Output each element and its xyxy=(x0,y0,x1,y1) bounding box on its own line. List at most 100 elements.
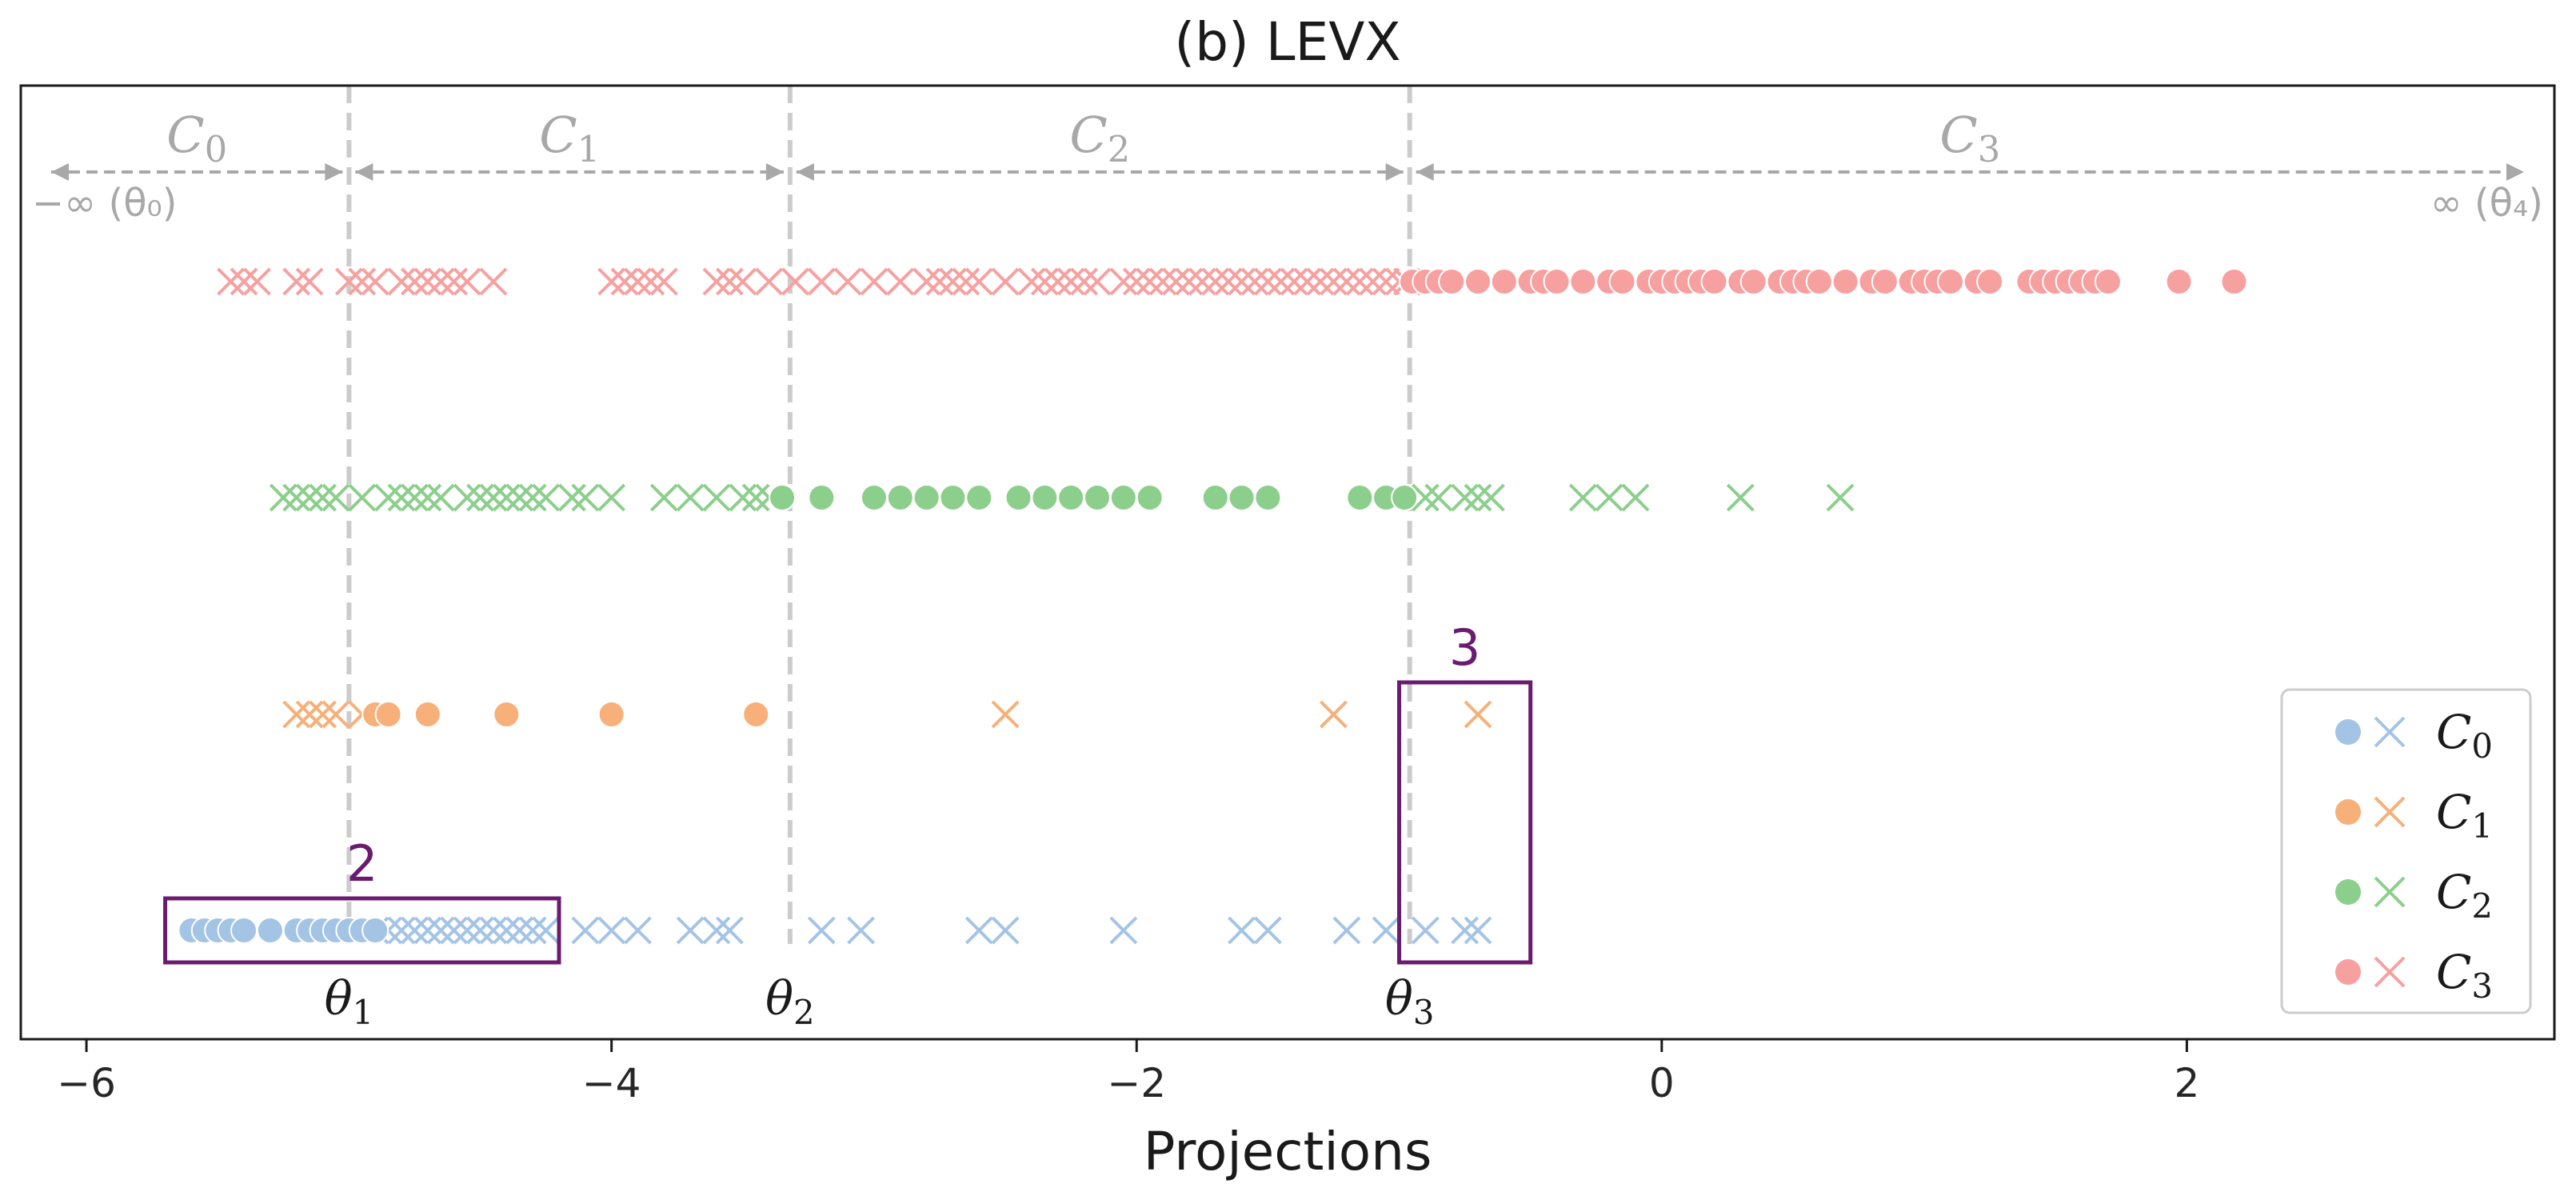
legend-frame xyxy=(2280,688,2532,1014)
point-C_0-misclassified-14 xyxy=(518,916,547,945)
point-C_2-misclassified-22 xyxy=(676,483,705,512)
point-C_3-misclassified-55 xyxy=(1293,267,1322,296)
point-C_3-correct-5 xyxy=(1490,268,1518,295)
point-C_2-misclassified-19 xyxy=(571,483,600,512)
point-C_0-misclassified-13 xyxy=(505,916,534,945)
point-C_1-misclassified-6 xyxy=(1320,700,1348,729)
point-C_2-misclassified-5 xyxy=(348,483,377,512)
threshold-label-theta_3: θ3 xyxy=(1385,971,1435,1032)
x-tick-label-2: −2 xyxy=(1107,1060,1166,1106)
point-C_3-misclassified-2 xyxy=(243,267,271,296)
x-axis-ticks: −6 −4 −2 0 2 xyxy=(57,1039,2199,1106)
point-C_3-misclassified-46 xyxy=(1175,267,1204,296)
x-tick-label-1: −4 xyxy=(582,1060,641,1106)
point-C_2-misclassified-14 xyxy=(492,483,521,512)
point-C_2-misclassified-9 xyxy=(413,483,442,512)
point-C_3-misclassified-41 xyxy=(1109,267,1138,296)
point-C_2-misclassified-3 xyxy=(309,483,337,512)
legend-label-2-subscript: 2 xyxy=(2471,886,2493,926)
point-C_2-correct-7 xyxy=(1004,484,1032,511)
point-C_2-correct-8 xyxy=(1031,484,1059,511)
legend-marker-cross-1 xyxy=(2374,796,2406,828)
legend-label-2: C2 xyxy=(2436,865,2493,926)
point-C_1-misclassified-2 xyxy=(309,700,337,729)
point-C_3-misclassified-21 xyxy=(715,267,744,296)
point-C_2-correct-13 xyxy=(1201,484,1229,511)
point-C_3-misclassified-30 xyxy=(925,267,954,296)
point-C_1-misclassified-0 xyxy=(282,700,311,729)
point-C_1-correct-4 xyxy=(597,701,625,728)
point-C_2-misclassified-36 xyxy=(1826,483,1855,512)
x-tick-label-3: 0 xyxy=(1649,1060,1675,1106)
point-C_2-correct-2 xyxy=(860,484,888,511)
point-C_0-misclassified-9 xyxy=(453,916,481,945)
threshold-labels: θ1 θ2 θ3 xyxy=(325,971,1435,1032)
point-C_3-misclassified-20 xyxy=(702,267,731,296)
x-tick-label-4: 2 xyxy=(2174,1060,2199,1106)
point-C_2-misclassified-21 xyxy=(649,483,678,512)
point-C_3-misclassified-33 xyxy=(965,267,993,296)
point-C_3-misclassified-51 xyxy=(1240,267,1269,296)
point-C_0-misclassified-29 xyxy=(1332,916,1361,945)
point-C_2-misclassified-30 xyxy=(1464,483,1492,512)
point-C_3-correct-23 xyxy=(1805,268,1833,295)
point-C_3-misclassified-49 xyxy=(1214,267,1243,296)
point-C_2-misclassified-2 xyxy=(295,483,324,512)
point-C_3-misclassified-18 xyxy=(637,267,665,296)
point-C_3-misclassified-5 xyxy=(334,267,363,296)
threshold-label-theta_1-subscript: 1 xyxy=(353,993,374,1032)
point-C_2-misclassified-4 xyxy=(322,483,350,512)
point-C_2-misclassified-8 xyxy=(401,483,429,512)
point-C_2-correct-0 xyxy=(769,484,797,511)
point-C_2-correct-15 xyxy=(1254,484,1282,511)
point-C_3-misclassified-45 xyxy=(1162,267,1190,296)
point-C_2-misclassified-20 xyxy=(597,483,626,512)
legend-marker-circle-0 xyxy=(2335,719,2361,745)
point-C_3-correct-3 xyxy=(1438,268,1466,295)
point-C_3-misclassified-40 xyxy=(1083,267,1112,296)
point-C_3-misclassified-48 xyxy=(1201,267,1230,296)
point-C_2-correct-6 xyxy=(965,484,993,511)
point-C_3-misclassified-7 xyxy=(361,267,389,296)
threshold-label-theta_2: θ2 xyxy=(765,971,815,1032)
point-C_1-misclassified-5 xyxy=(991,700,1020,729)
point-C_3-misclassified-15 xyxy=(597,267,626,296)
plot-frame xyxy=(19,84,2556,1041)
point-C_3-misclassified-34 xyxy=(991,267,1020,296)
point-C_0-misclassified-16 xyxy=(571,916,600,945)
point-C_3-misclassified-31 xyxy=(939,267,967,296)
threshold-label-theta_1-main: θ xyxy=(325,971,353,1026)
point-C_3-misclassified-36 xyxy=(1030,267,1059,296)
point-C_1-misclassified-3 xyxy=(322,700,350,729)
region-arrowhead-left-0 xyxy=(51,163,69,181)
highlight-boxes: 23 xyxy=(163,618,1533,965)
point-C_0-misclassified-30 xyxy=(1372,916,1400,945)
point-C_2-misclassified-0 xyxy=(269,483,298,512)
point-C_0-correct-12 xyxy=(361,917,389,944)
point-C_0-misclassified-20 xyxy=(702,916,731,945)
point-C_2-misclassified-12 xyxy=(466,483,494,512)
point-C_3-misclassified-11 xyxy=(426,267,455,296)
legend-marker-circle-2 xyxy=(2335,879,2361,905)
point-C_2-misclassified-33 xyxy=(1595,483,1623,512)
region-label-3: C3 xyxy=(1939,106,2000,170)
region-label-2-main: C xyxy=(1069,106,1107,164)
point-C_3-misclassified-39 xyxy=(1070,267,1098,296)
region-label-3-main: C xyxy=(1939,106,1977,164)
point-C_2-misclassified-27 xyxy=(1411,483,1440,512)
point-C_2-misclassified-6 xyxy=(374,483,403,512)
point-C_2-misclassified-35 xyxy=(1726,483,1755,512)
point-C_2-misclassified-11 xyxy=(453,483,481,512)
point-C_3-correct-32 xyxy=(1976,268,2004,295)
point-C_1-correct-5 xyxy=(742,701,770,728)
point-C_1-misclassified-1 xyxy=(295,700,324,729)
point-C_3-misclassified-28 xyxy=(886,267,915,296)
point-C_0-misclassified-23 xyxy=(847,916,875,945)
point-C_2-misclassified-29 xyxy=(1451,483,1480,512)
highlight-box-3 xyxy=(1397,680,1533,965)
point-C_3-misclassified-8 xyxy=(387,267,416,296)
point-C_1-correct-3 xyxy=(493,701,521,728)
point-C_3-misclassified-59 xyxy=(1345,267,1374,296)
threshold-label-theta_1: θ1 xyxy=(325,971,374,1032)
